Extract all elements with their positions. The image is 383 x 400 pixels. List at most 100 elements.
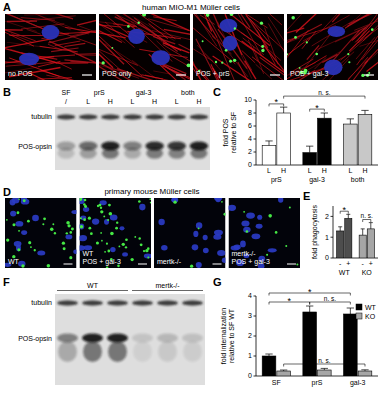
fiber: [268, 17, 284, 50]
tubulin-band: [101, 115, 120, 120]
nucleus: [37, 250, 45, 255]
category-label: gal-3: [350, 379, 366, 387]
pos-particle: [88, 227, 91, 230]
fiber: [80, 54, 96, 55]
y-tick-label: 10: [244, 96, 252, 103]
legend-swatch: [356, 304, 362, 310]
micrograph: POS + gal-3: [287, 14, 378, 80]
fiber: [99, 19, 123, 24]
category-label: WT: [339, 269, 351, 276]
fiber: [76, 53, 96, 54]
y-tick-label: 6: [248, 122, 252, 129]
nucleus: [215, 198, 221, 202]
scale-bar: [270, 74, 280, 75]
opsin-smear: [58, 341, 77, 362]
nucleus: [104, 219, 109, 225]
pos-particle: [6, 219, 8, 221]
fiber: [99, 14, 130, 35]
bar: [337, 231, 344, 258]
fiber: [99, 27, 122, 43]
pos-particle: [108, 204, 111, 207]
opsin-smear: [133, 341, 152, 362]
y-axis-label: fold phagocytosis: [311, 204, 319, 259]
fiber: [99, 39, 124, 64]
micrograph: POS only: [99, 14, 190, 80]
nucleus: [229, 205, 237, 211]
pos-particle: [97, 205, 99, 207]
fiber: [21, 18, 55, 21]
y-tick-label: 8: [248, 109, 252, 116]
y-tick-label: 1: [325, 234, 329, 241]
significance-label: *: [275, 97, 279, 107]
nucleus: [213, 234, 221, 239]
fiber: [357, 36, 378, 65]
nucleus: [217, 250, 225, 256]
error-bar: [321, 113, 328, 118]
panel-letter: A: [3, 1, 11, 13]
image-background: [287, 14, 378, 80]
pos-particle: [190, 265, 193, 268]
fiber: [200, 14, 211, 32]
lane-label: H: [108, 98, 113, 105]
fiber: [193, 42, 213, 61]
fiber: [267, 48, 281, 61]
pos-particle: [221, 201, 223, 203]
pos-particle: [347, 53, 349, 55]
pos-particle: [243, 211, 245, 213]
pos-particle: [118, 246, 120, 248]
tubulin-band: [107, 301, 128, 306]
pos-particle: [102, 61, 105, 64]
scale-bar: [213, 263, 222, 264]
opsin-smear: [158, 341, 177, 362]
tubulin-band: [79, 115, 98, 120]
pos-particle: [368, 72, 370, 74]
pos-particle: [18, 230, 20, 232]
image-background: [229, 198, 301, 268]
fiber: [268, 23, 284, 64]
pos-particle: [371, 28, 374, 31]
y-tick-label: 0: [325, 254, 329, 261]
pos-particle: [83, 218, 86, 221]
y-tick-label: 2: [248, 332, 252, 339]
pos-particle: [6, 238, 9, 241]
chart: 012fold phagocytosis-+WT-+KO*n. s.: [311, 204, 378, 276]
y-tick-label: 1: [248, 352, 252, 359]
fiber: [287, 28, 304, 33]
lane-label: L: [175, 98, 179, 105]
pos-particle: [100, 232, 102, 234]
nucleus: [92, 218, 99, 224]
pos-particle: [233, 59, 236, 62]
pos-particle: [138, 237, 140, 239]
background: [0, 0, 383, 400]
error-bar: [347, 119, 354, 124]
nucleus: [122, 252, 128, 256]
western-blot: [55, 107, 210, 170]
bar: [358, 371, 372, 376]
panel-letter: G: [213, 276, 222, 288]
error-bar: [265, 354, 272, 356]
nucleus: [128, 29, 145, 44]
pos-particle: [50, 227, 53, 230]
significance-label: n. s.: [318, 89, 330, 96]
y-tick-label: 0: [248, 161, 252, 168]
error-bar: [306, 306, 313, 312]
fiber: [243, 38, 264, 55]
fiber: [99, 15, 131, 38]
image-background: [5, 198, 77, 268]
micrograph: WT: [5, 198, 77, 268]
fiber: [242, 50, 255, 62]
pos-particle: [69, 231, 72, 234]
nucleus: [80, 198, 85, 204]
pos-particle: [294, 36, 297, 39]
image-background: [154, 198, 226, 268]
nucleus: [328, 26, 346, 37]
nucleus: [80, 224, 85, 230]
fiber: [296, 14, 331, 33]
group-label: both: [181, 89, 195, 96]
nucleus: [203, 235, 208, 240]
y-tick: [254, 152, 257, 153]
pos-particle: [296, 263, 298, 265]
fiber: [169, 55, 190, 72]
y-axis-label: relative to SF WT: [228, 308, 235, 363]
nucleus: [256, 224, 263, 229]
